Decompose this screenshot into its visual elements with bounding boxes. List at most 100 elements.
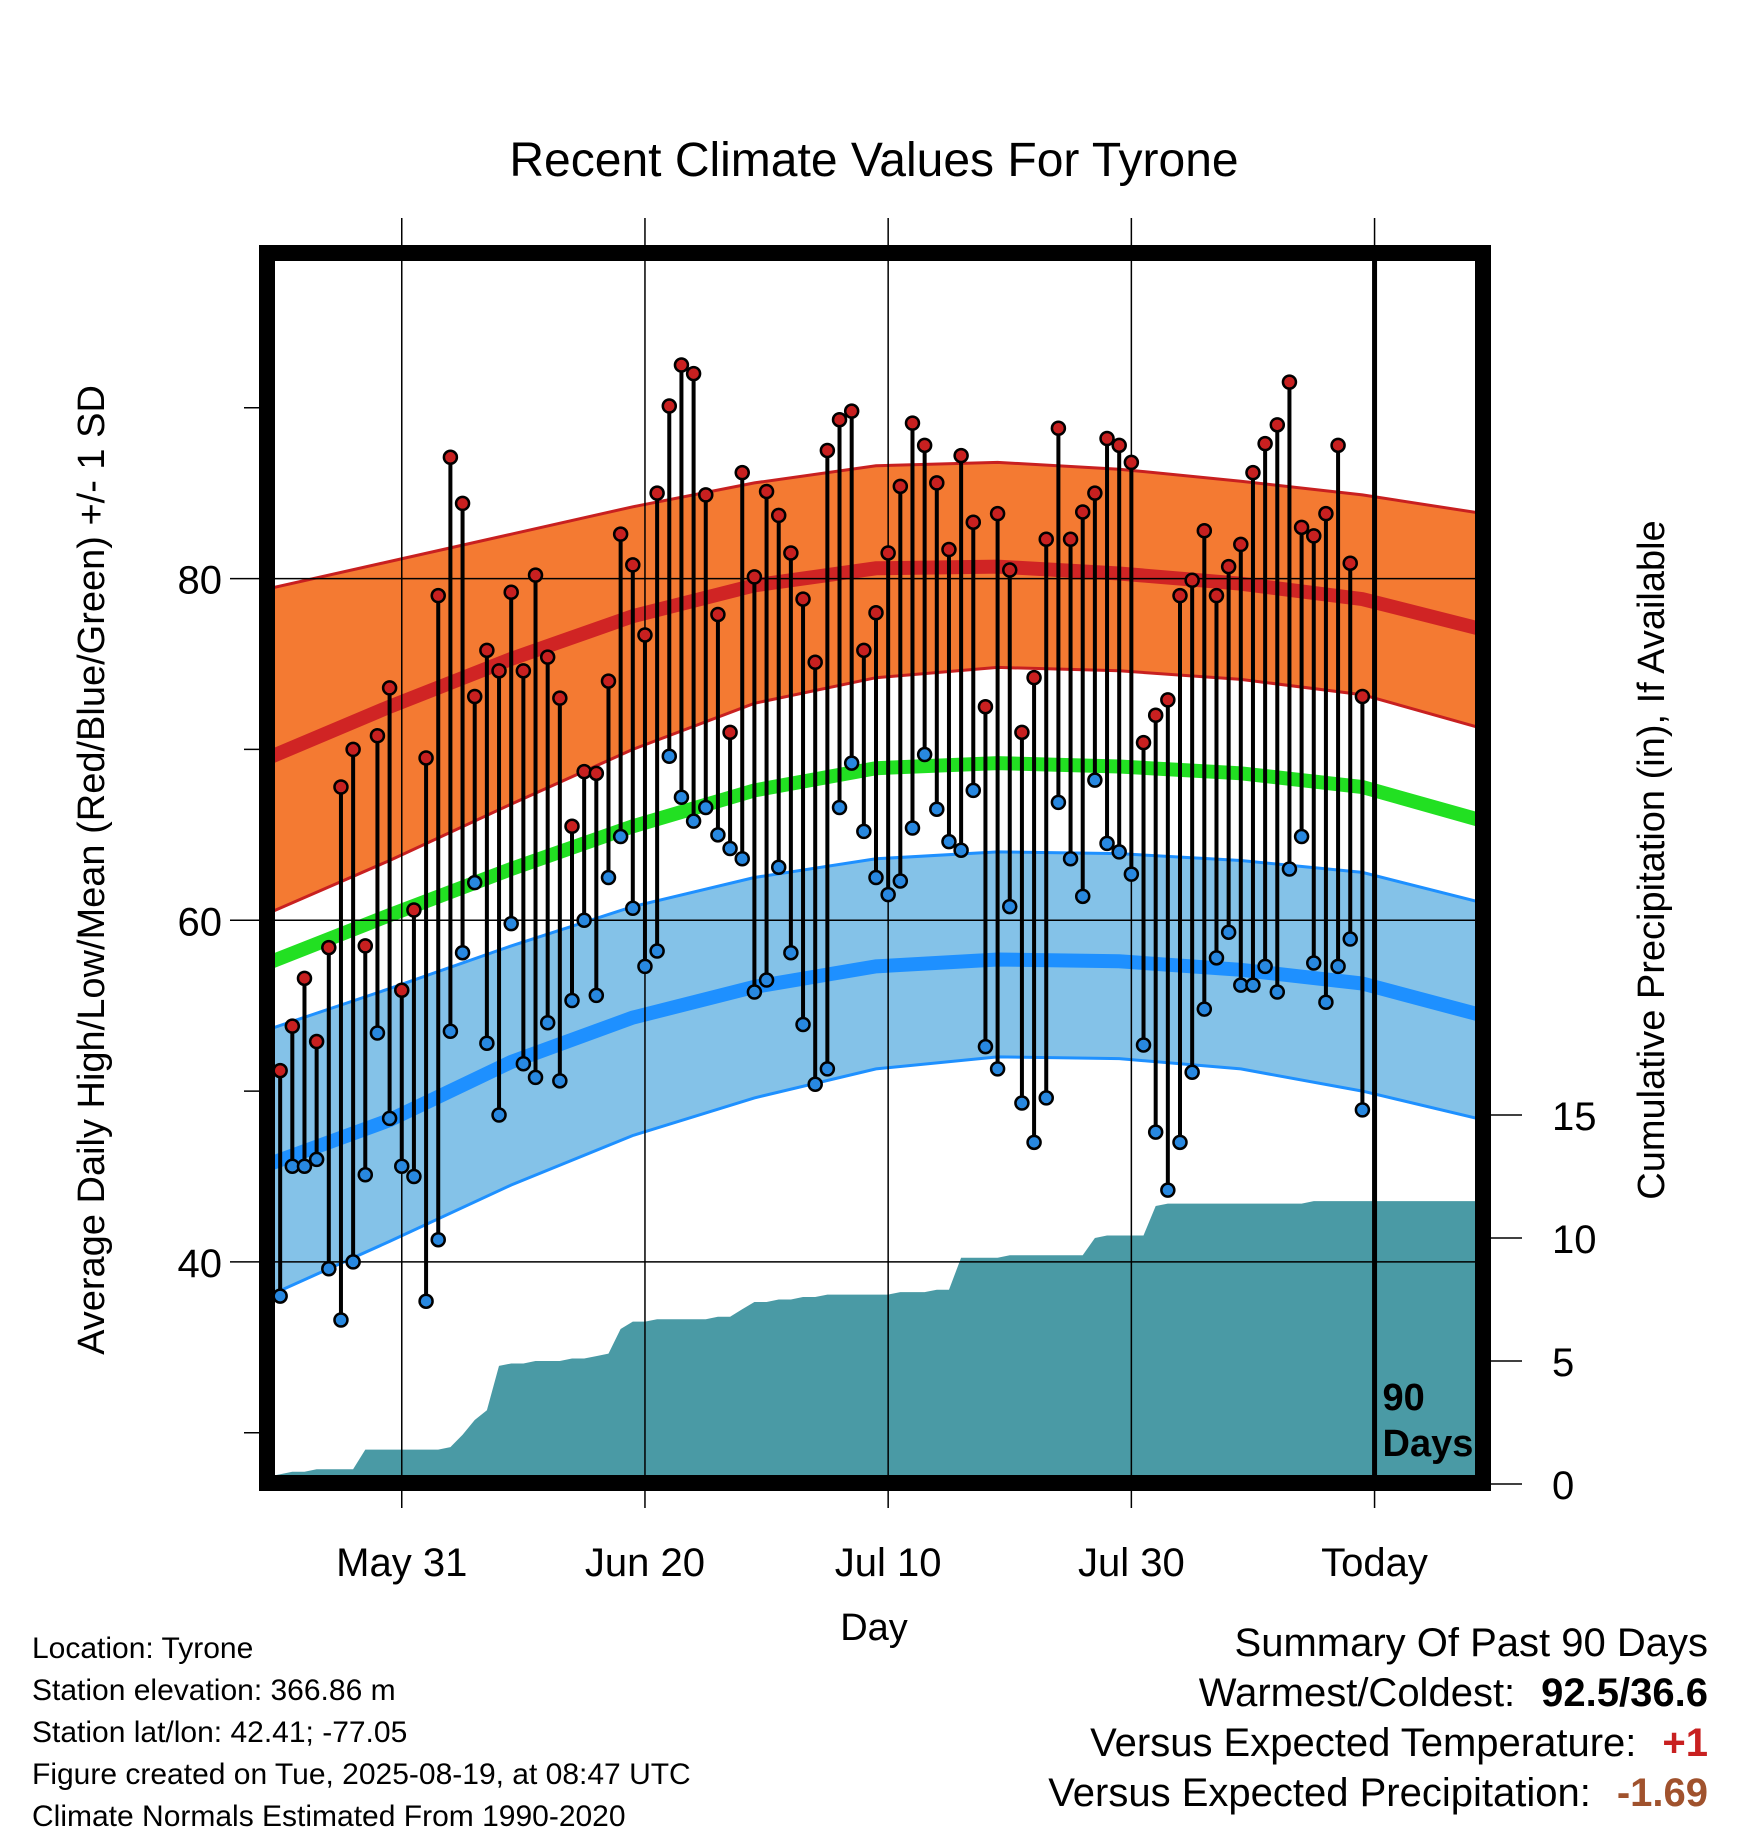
daily-low-point-23 [539, 1015, 556, 1031]
daily-low-point-3 [296, 1158, 313, 1174]
extremes-value: 92.5/36.6 [1541, 1671, 1708, 1715]
daily-low-point-34 [673, 789, 690, 805]
daily-low-point-37 [710, 827, 726, 843]
daily-high-point-16 [454, 495, 471, 512]
daily-high-point-41 [758, 483, 775, 500]
daily-low-point-25 [564, 992, 580, 1009]
daily-high-point-62 [1014, 724, 1030, 741]
daily-high-point-48 [843, 403, 860, 419]
x-tick-label-0: May 31 [336, 1541, 467, 1585]
daily-high-point-57 [953, 447, 969, 464]
daily-low-point-20 [503, 915, 519, 932]
low-mean-line [268, 952, 1484, 1172]
daily-low-point-56 [941, 833, 957, 850]
daily-low-point-1 [272, 1288, 288, 1304]
daily-low-point-58 [965, 782, 982, 799]
precip-area [268, 1201, 1484, 1484]
daily-low-point-29 [612, 828, 629, 845]
daily-high-point-65 [1050, 420, 1067, 436]
daily-low-point-48 [843, 755, 860, 771]
daily-high-point-90 [1354, 688, 1371, 705]
y-tick-label-80: 80 [178, 559, 223, 603]
today-marker-label-days: Days [1383, 1423, 1474, 1465]
daily-low-point-26 [576, 912, 592, 928]
daily-high-point-11 [394, 982, 410, 999]
summary-heading: Summary Of Past 90 Days [1234, 1621, 1708, 1665]
daily-low-point-59 [977, 1038, 994, 1055]
daily-low-point-75 [1172, 1134, 1188, 1151]
daily-high-point-55 [929, 475, 945, 491]
x-axis-title: Day [840, 1607, 908, 1649]
daily-high-point-4 [308, 1033, 325, 1050]
daily-high-point-14 [430, 587, 446, 604]
daily-low-point-78 [1208, 950, 1225, 966]
y2-tick-label-5: 5 [1552, 1341, 1574, 1385]
daily-low-point-87 [1318, 994, 1334, 1010]
daily-high-point-10 [381, 680, 398, 696]
daily-low-point-16 [454, 944, 471, 961]
daily-high-point-6 [333, 779, 349, 795]
daily-low-point-47 [831, 799, 848, 816]
daily-low-point-11 [394, 1158, 410, 1174]
daily-low-point-67 [1074, 888, 1091, 905]
daily-high-point-60 [989, 505, 1006, 522]
daily-low-point-22 [527, 1069, 544, 1086]
daily-high-point-84 [1281, 374, 1298, 390]
daily-high-point-79 [1220, 558, 1237, 575]
daily-high-point-66 [1062, 531, 1079, 548]
daily-low-point-41 [758, 972, 775, 988]
today-marker-label: 90 [1383, 1377, 1425, 1419]
x-tick-label-1: Jun 20 [585, 1541, 705, 1585]
daily-low-point-12 [406, 1168, 422, 1185]
daily-low-point-64 [1038, 1090, 1054, 1106]
daily-high-point-19 [491, 663, 507, 679]
daily-high-point-56 [941, 541, 957, 558]
daily-high-point-74 [1160, 692, 1176, 708]
daily-high-point-88 [1330, 437, 1346, 454]
daily-high-point-5 [321, 939, 337, 956]
info-location: Location: Tyrone [32, 1632, 254, 1665]
daily-low-point-79 [1220, 924, 1237, 940]
daily-high-point-49 [856, 642, 872, 659]
daily-low-point-27 [588, 987, 605, 1004]
daily-high-point-36 [698, 487, 714, 503]
daily-low-point-74 [1160, 1182, 1176, 1198]
daily-high-point-42 [770, 507, 787, 524]
daily-low-point-36 [698, 799, 714, 816]
y2-tick-label-0: 0 [1552, 1464, 1574, 1508]
daily-low-point-63 [1026, 1134, 1042, 1151]
daily-high-point-76 [1184, 572, 1200, 589]
daily-high-point-78 [1208, 587, 1225, 604]
daily-high-point-61 [1002, 562, 1018, 578]
daily-low-point-10 [381, 1110, 398, 1127]
daily-low-point-6 [333, 1312, 349, 1328]
daily-high-point-31 [637, 627, 653, 643]
daily-low-point-46 [819, 1061, 836, 1077]
daily-high-point-64 [1038, 531, 1054, 548]
y2-axis-title: Cumulative Precipitation (in), If Availa… [1631, 520, 1673, 1199]
daily-high-point-25 [564, 818, 580, 835]
daily-high-point-27 [588, 765, 605, 782]
daily-low-point-44 [795, 1016, 811, 1033]
daily-low-point-61 [1002, 898, 1018, 915]
temp-anomaly-value: +1 [1662, 1721, 1708, 1765]
daily-high-point-53 [904, 415, 921, 431]
daily-low-point-43 [783, 944, 799, 961]
daily-low-point-55 [929, 801, 945, 817]
daily-high-point-13 [418, 750, 434, 766]
daily-high-point-15 [442, 449, 459, 466]
daily-high-point-87 [1318, 505, 1334, 522]
x-tick-label-3: Jul 30 [1078, 1541, 1185, 1585]
daily-low-point-90 [1354, 1102, 1371, 1118]
daily-low-point-21 [515, 1056, 532, 1072]
summary-panel: Summary Of Past 90 Days Warmest/Coldest:… [1048, 1618, 1708, 1818]
daily-high-point-77 [1196, 523, 1213, 539]
x-tick-label-4: Today [1321, 1541, 1428, 1585]
daily-low-point-52 [892, 873, 909, 889]
daily-low-point-62 [1014, 1095, 1030, 1111]
daily-low-point-73 [1147, 1124, 1164, 1140]
y-tick-label-40: 40 [178, 1242, 223, 1286]
daily-high-point-71 [1123, 454, 1140, 471]
daily-high-point-9 [369, 728, 386, 744]
